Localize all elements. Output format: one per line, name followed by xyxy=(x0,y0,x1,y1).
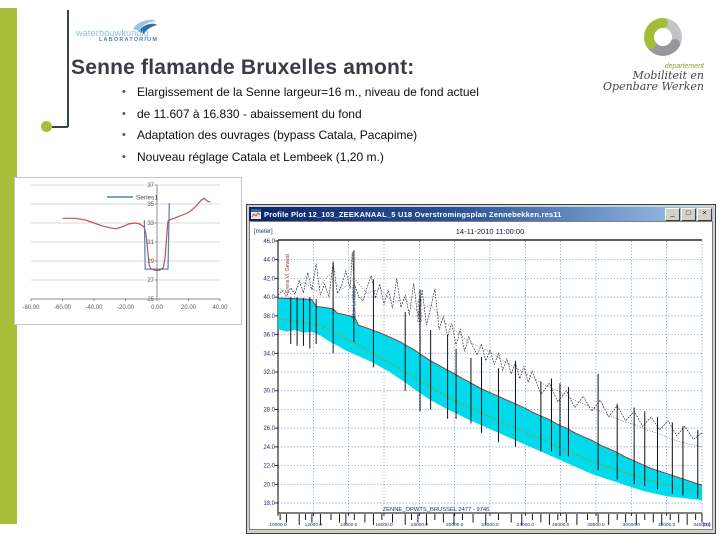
svg-text:22.0: 22.0 xyxy=(263,464,275,470)
svg-text:40.0: 40.0 xyxy=(263,295,275,301)
svg-text:0.00: 0.00 xyxy=(151,305,163,311)
mow-pinwheel-icon xyxy=(644,18,682,56)
svg-text:[m]: [m] xyxy=(703,522,711,528)
wl-logo-name: waterbouwkundig xyxy=(76,28,150,38)
svg-text:18.0: 18.0 xyxy=(263,501,275,507)
svg-text:30000.0: 30000.0 xyxy=(623,522,641,528)
svg-text:42.0: 42.0 xyxy=(263,276,275,282)
bullet-text: Elargissement de la Senne largeur=16 m.,… xyxy=(137,85,479,99)
svg-text:46.0: 46.0 xyxy=(263,239,275,245)
bullet-dot: • xyxy=(122,86,126,98)
left-accent-bar xyxy=(0,8,17,524)
bullet-item: • Adaptation des ouvrages (bypass Catala… xyxy=(122,129,572,142)
svg-text:-20.00: -20.00 xyxy=(117,305,135,311)
svg-text:36.0: 36.0 xyxy=(263,333,275,339)
svg-text:-60.00: -60.00 xyxy=(54,305,72,311)
mow-logo: departement Mobiliteit en Openbare Werke… xyxy=(600,12,704,92)
svg-text:[meter]: [meter] xyxy=(254,229,273,235)
svg-text:18000.0: 18000.0 xyxy=(411,522,429,528)
svg-text:20000.0: 20000.0 xyxy=(446,522,464,528)
bullet-item: • de 11.607 à 16.830 - abaissement du fo… xyxy=(122,106,572,121)
bullet-dot: • xyxy=(122,107,126,120)
svg-text:24000.0: 24000.0 xyxy=(517,522,535,528)
bullet-text: de 11.607 à 16.830 - abaissement du fond xyxy=(137,106,362,121)
bullet-text: Adaptation des ouvrages (bypass Catala, … xyxy=(137,128,418,142)
wl-swoosh-icon xyxy=(133,19,157,34)
svg-text:24.0: 24.0 xyxy=(263,445,275,451)
svg-text:44.0: 44.0 xyxy=(263,258,275,264)
svg-text:28000.0: 28000.0 xyxy=(587,522,605,528)
bullet-dot: • xyxy=(122,150,126,163)
window-icon xyxy=(251,209,261,219)
profile-window: Profile Plot 12_103_ZEEKANAAL_5 U18 Over… xyxy=(246,204,716,534)
bullet-text: Nouveau réglage Catala et Lembeek (1,20 … xyxy=(137,149,384,164)
svg-text:33: 33 xyxy=(147,221,154,227)
mow-logo-dept: departement xyxy=(664,63,704,70)
svg-text:12000.0: 12000.0 xyxy=(305,522,323,528)
svg-text:10000.0: 10000.0 xyxy=(269,522,287,528)
svg-text:-40.00: -40.00 xyxy=(85,305,103,311)
svg-text:26.0: 26.0 xyxy=(263,426,275,432)
mow-logo-name2: Openbare Werken xyxy=(603,80,704,93)
svg-text:26000.0: 26000.0 xyxy=(552,522,570,528)
bullet-item: • Elargissement de la Senne largeur=16 m… xyxy=(122,86,572,99)
svg-text:20.0: 20.0 xyxy=(263,482,275,488)
bullet-list: • Elargissement de la Senne largeur=16 m… xyxy=(122,86,572,172)
profile-plot: [meter] 14-11-2010 11:00:00 46.0 44.0 42.0 40… xyxy=(254,227,711,528)
svg-text:34000.0: 34000.0 xyxy=(693,522,711,528)
svg-text:Stuw Halle: Stuw Halle xyxy=(417,298,423,322)
svg-text:22000.0: 22000.0 xyxy=(481,522,499,528)
svg-text:25: 25 xyxy=(147,297,154,303)
wl-logo-subname: LABORATORIUM xyxy=(99,37,159,43)
svg-text:37: 37 xyxy=(147,183,154,189)
svg-text:32.0: 32.0 xyxy=(263,370,275,376)
svg-text:32000.0: 32000.0 xyxy=(658,522,676,528)
svg-text:-80.00: -80.00 xyxy=(22,305,40,311)
bullet-item: • Nouveau réglage Catala et Lembeek (1,2… xyxy=(122,149,572,164)
maximize-button[interactable]: □ xyxy=(681,207,696,221)
svg-text:34.0: 34.0 xyxy=(263,351,275,357)
svg-text:35: 35 xyxy=(147,202,154,208)
window-title: Profile Plot 12_103_ZEEKANAAL_5 U18 Over… xyxy=(264,209,562,219)
svg-text:14000.0: 14000.0 xyxy=(340,522,358,528)
svg-text:14-11-2010 11:00:00: 14-11-2010 11:00:00 xyxy=(456,227,525,236)
decor-green-dot xyxy=(41,121,52,132)
window-client: [meter] 14-11-2010 11:00:00 46.0 44.0 42.0 40… xyxy=(249,221,713,530)
svg-text:27: 27 xyxy=(147,278,154,284)
svg-text:Grens Vl. Gewest: Grens Vl. Gewest xyxy=(285,254,291,294)
svg-text:31: 31 xyxy=(147,240,154,246)
window-titlebar[interactable]: Profile Plot 12_103_ZEEKANAAL_5 U18 Over… xyxy=(249,207,713,221)
svg-text:Series1: Series1 xyxy=(136,195,158,202)
slide-title: Senne flamande Bruxelles amont: xyxy=(71,56,415,79)
svg-text:40.00: 40.00 xyxy=(212,305,228,311)
svg-text:20.00: 20.00 xyxy=(181,305,197,311)
svg-text:ZENNE_OPWTS_BRUSSEL 2477 - 97: ZENNE_OPWTS_BRUSSEL 2477 - 9746 xyxy=(383,507,490,513)
svg-text:Stuw Lembeek: Stuw Lembeek xyxy=(352,285,358,319)
decor-horizontal-line xyxy=(52,126,68,128)
mow-logo-name1: Mobiliteit en xyxy=(632,69,704,82)
decor-vertical-line xyxy=(67,10,69,127)
cross-section-chart-panel: 25 27 29 31 33 35 37 -80.00 -60.00 -40.00 -20.00 0.… xyxy=(14,177,242,325)
svg-text:28.0: 28.0 xyxy=(263,407,275,413)
cross-section-chart: 25 27 29 31 33 35 37 -80.00 -60.00 -40.00 -20.00 0.… xyxy=(22,183,228,311)
minimize-button[interactable]: _ xyxy=(665,207,680,221)
svg-text:16000.0: 16000.0 xyxy=(375,522,393,528)
bullet-dot: • xyxy=(122,129,126,141)
svg-text:30.0: 30.0 xyxy=(263,389,275,395)
svg-text:29: 29 xyxy=(147,259,154,265)
close-button[interactable]: × xyxy=(697,207,712,221)
svg-text:38.0: 38.0 xyxy=(263,314,275,320)
